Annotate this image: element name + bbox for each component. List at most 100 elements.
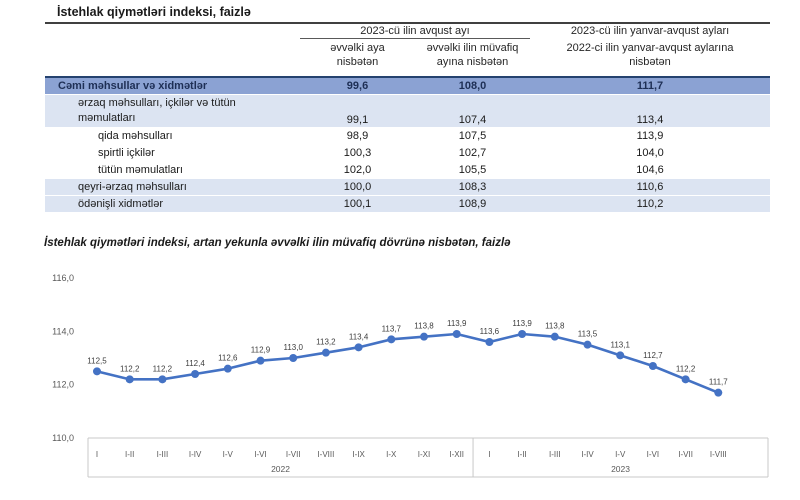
value-vs-prev-month: 99,1 xyxy=(346,114,369,126)
value-vs-same-month-prev-year: 102,7 xyxy=(458,147,487,159)
value-vs-same-month-prev-year: 107,5 xyxy=(458,130,487,142)
data-point-label: 112,4 xyxy=(185,359,205,368)
data-point-label: 112,7 xyxy=(643,351,663,360)
header-group-janaug-line2: 2022-ci ilin yanvar-avqust aylarına nisb… xyxy=(566,42,734,68)
row-label: qeyri-ərzaq məhsulları xyxy=(78,181,187,193)
table-row: tütün məmulatları 102,0 105,5 104,6 xyxy=(45,162,770,179)
x-axis-year-label: 2023 xyxy=(611,464,630,474)
data-point-label: 112,2 xyxy=(676,364,696,373)
data-point-label: 113,2 xyxy=(316,338,336,347)
data-point-label: 112,6 xyxy=(218,354,238,363)
header-sub-prev-year-month: əvvəlki ilin müvafiq ayına nisbətən xyxy=(426,42,519,68)
data-point-label: 113,0 xyxy=(283,343,303,352)
row-label: qida məhsulları xyxy=(98,130,173,142)
value-jan-aug-vs-prev-year: 110,2 xyxy=(636,198,664,210)
data-point-marker xyxy=(616,351,625,360)
data-point-marker xyxy=(452,330,461,338)
data-point-marker xyxy=(93,367,101,376)
x-axis-month-label: I-VI xyxy=(647,450,659,459)
data-point-marker xyxy=(583,340,592,349)
data-point-marker xyxy=(681,375,690,384)
table-header: 2023-cü ilin avqust ayı 2023-cü ilin yan… xyxy=(45,23,770,69)
data-point-marker xyxy=(420,332,428,341)
value-vs-prev-month: 99,6 xyxy=(346,80,369,92)
x-axis-month-label: I-X xyxy=(386,450,397,459)
data-point-label: 113,1 xyxy=(610,340,630,349)
value-vs-same-month-prev-year: 108,0 xyxy=(458,80,487,92)
value-jan-aug-vs-prev-year: 113,9 xyxy=(636,130,664,142)
data-point-marker xyxy=(518,330,527,338)
value-jan-aug-vs-prev-year: 111,7 xyxy=(636,80,664,92)
x-axis-month-label: I xyxy=(488,450,490,459)
data-point-marker xyxy=(321,348,330,357)
x-axis-month-label: I-IX xyxy=(352,450,365,459)
x-axis-month-label: I-IV xyxy=(581,450,594,459)
x-axis-month-label: I xyxy=(96,450,98,459)
x-axis-month-label: I-IV xyxy=(189,450,202,459)
value-vs-prev-month: 102,0 xyxy=(343,164,372,176)
page-title: İstehlak qiymətləri indeksi, faizlə xyxy=(45,2,770,24)
data-point-marker xyxy=(191,370,200,378)
x-axis-month-label: I-III xyxy=(549,450,561,459)
data-point-marker xyxy=(387,335,396,344)
cpi-table: Cəmi məhsullar və xidmətlər 99,6 108,0 1… xyxy=(45,76,770,212)
data-point-label: 112,5 xyxy=(87,356,107,365)
table-row: ödənişli xidmətlər 100,1 108,9 110,2 xyxy=(45,196,770,212)
data-point-marker xyxy=(158,375,167,384)
y-axis-tick-label: 112,0 xyxy=(52,380,74,390)
x-axis-month-label: I-VIII xyxy=(710,450,727,459)
table-row: ərzaq məhsulları, içkilər və tütün məmul… xyxy=(45,95,770,128)
data-point-label: 113,8 xyxy=(545,322,565,331)
x-axis-month-label: I-V xyxy=(615,450,626,459)
data-point-marker xyxy=(289,354,298,362)
data-point-marker xyxy=(550,332,559,341)
data-point-label: 113,9 xyxy=(512,319,532,328)
x-axis-month-label: I-VI xyxy=(254,450,266,459)
data-point-label: 113,4 xyxy=(349,332,369,341)
data-point-label: 113,9 xyxy=(447,319,467,328)
x-axis-month-label: I-VIII xyxy=(317,450,334,459)
chart-title: İstehlak qiymətləri indeksi, artan yekun… xyxy=(44,237,511,249)
value-vs-prev-month: 100,0 xyxy=(343,181,372,193)
y-axis-tick-label: 116,0 xyxy=(52,273,74,283)
data-point-label: 112,2 xyxy=(153,364,173,373)
data-point-marker xyxy=(256,356,265,365)
value-vs-same-month-prev-year: 107,4 xyxy=(458,114,487,126)
data-point-marker xyxy=(223,364,232,373)
x-axis-month-label: I-II xyxy=(125,450,134,459)
x-axis-month-label: I-XII xyxy=(449,450,464,459)
header-sub-prev-month: əvvəlki aya nisbətən xyxy=(330,42,385,68)
table-row: spirtli içkilər 100,3 102,7 104,0 xyxy=(45,145,770,162)
data-point-label: 113,6 xyxy=(480,327,500,336)
value-jan-aug-vs-prev-year: 104,0 xyxy=(636,147,664,159)
value-jan-aug-vs-prev-year: 104,6 xyxy=(636,164,664,176)
value-vs-same-month-prev-year: 105,5 xyxy=(458,164,487,176)
value-vs-prev-month: 100,3 xyxy=(343,147,372,159)
table-row: qida məhsulları 98,9 107,5 113,9 xyxy=(45,128,770,145)
value-vs-same-month-prev-year: 108,9 xyxy=(458,198,487,210)
data-point-marker xyxy=(648,362,657,370)
header-group-august: 2023-cü ilin avqust ayı xyxy=(300,23,530,39)
x-axis-month-label: I-II xyxy=(517,450,526,459)
header-group-janaug-line1: 2023-cü ilin yanvar-avqust ayları xyxy=(570,25,730,37)
row-label: tütün məmulatları xyxy=(98,164,183,176)
x-axis-month-label: I-V xyxy=(223,450,234,459)
x-axis-year-label: 2022 xyxy=(271,464,290,474)
table-row: Cəmi məhsullar və xidmətlər 99,6 108,0 1… xyxy=(45,78,770,95)
data-point-label: 112,9 xyxy=(251,346,271,355)
value-jan-aug-vs-prev-year: 113,4 xyxy=(636,114,664,126)
data-point-marker xyxy=(354,343,363,352)
table-row: qeyri-ərzaq məhsulları 100,0 108,3 110,6 xyxy=(45,179,770,196)
x-axis-month-label: I-VII xyxy=(678,450,693,459)
y-axis-tick-label: 114,0 xyxy=(52,326,74,336)
data-point-marker xyxy=(714,388,723,397)
data-point-marker xyxy=(485,338,494,346)
row-label: ərzaq məhsulları, içkilər və tütün məmul… xyxy=(78,97,236,124)
data-point-marker xyxy=(125,375,134,384)
x-axis-month-label: I-XI xyxy=(418,450,430,459)
data-point-label: 111,7 xyxy=(709,378,728,387)
row-label: ödənişli xidmətlər xyxy=(78,198,163,210)
x-axis-month-label: I-III xyxy=(157,450,169,459)
value-vs-prev-month: 100,1 xyxy=(343,198,372,210)
